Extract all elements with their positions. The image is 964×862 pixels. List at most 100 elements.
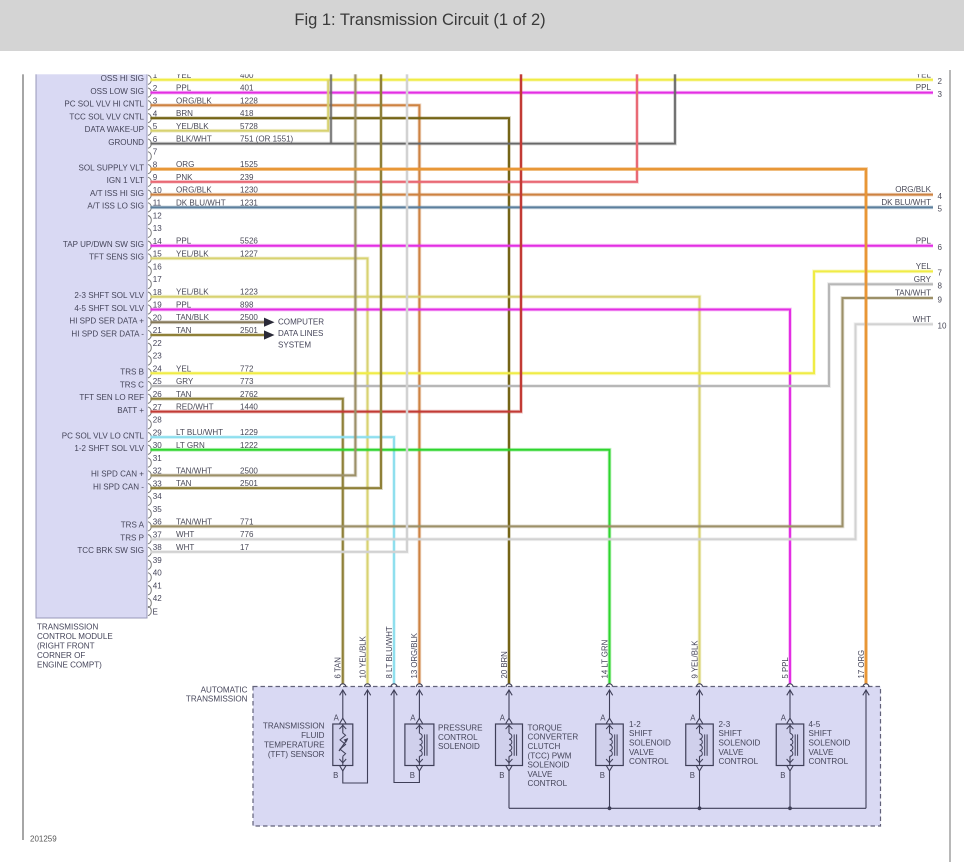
svg-text:B: B [410, 771, 415, 780]
svg-text:TFT SENS SIG: TFT SENS SIG [89, 253, 144, 262]
svg-text:5: 5 [938, 205, 943, 214]
svg-text:CONTROL: CONTROL [719, 757, 759, 766]
svg-text:3: 3 [153, 97, 158, 106]
svg-text:TAN: TAN [176, 326, 192, 335]
svg-text:6: 6 [938, 243, 943, 252]
svg-text:26: 26 [153, 390, 162, 399]
svg-text:2-3: 2-3 [719, 720, 731, 729]
svg-text:8: 8 [938, 282, 943, 291]
svg-text:HI SPD SER DATA -: HI SPD SER DATA - [71, 329, 144, 338]
svg-text:23: 23 [153, 352, 162, 361]
svg-text:CONTROL MODULE: CONTROL MODULE [37, 632, 113, 641]
svg-text:TFT SEN LO REF: TFT SEN LO REF [79, 393, 144, 402]
svg-text:751 (OR 1551): 751 (OR 1551) [240, 135, 294, 144]
svg-text:GRY: GRY [914, 275, 932, 284]
svg-text:17: 17 [240, 543, 249, 552]
svg-text:2501: 2501 [240, 326, 258, 335]
svg-text:PC SOL VLV LO CNTL: PC SOL VLV LO CNTL [62, 431, 145, 440]
svg-text:BRN: BRN [176, 109, 193, 118]
svg-text:A: A [600, 714, 606, 723]
svg-text:9: 9 [938, 295, 943, 304]
svg-text:TAN/WHT: TAN/WHT [176, 517, 212, 526]
svg-text:WHT: WHT [913, 315, 931, 324]
svg-text:ORG: ORG [176, 160, 194, 169]
svg-text:14: 14 [153, 237, 162, 246]
svg-text:9: 9 [153, 173, 158, 182]
svg-text:OSS LOW SIG: OSS LOW SIG [90, 87, 144, 96]
svg-text:DK BLU/WHT: DK BLU/WHT [881, 198, 931, 207]
svg-text:B: B [600, 771, 605, 780]
svg-text:TCC BRK SW SIG: TCC BRK SW SIG [77, 546, 144, 555]
svg-text:RED/WHT: RED/WHT [176, 403, 214, 412]
svg-text:2-3 SHFT SOL VLV: 2-3 SHFT SOL VLV [74, 291, 144, 300]
svg-text:SHIFT: SHIFT [719, 729, 742, 738]
svg-text:36: 36 [153, 518, 162, 527]
svg-text:CLUTCH: CLUTCH [528, 742, 561, 751]
svg-text:TRS P: TRS P [120, 534, 144, 543]
svg-text:771: 771 [240, 517, 254, 526]
svg-text:772: 772 [240, 364, 254, 373]
svg-text:17: 17 [153, 275, 162, 284]
svg-text:E: E [153, 608, 159, 617]
svg-text:1: 1 [153, 71, 158, 80]
svg-text:1228: 1228 [240, 96, 258, 105]
svg-text:PPL: PPL [916, 236, 932, 245]
svg-text:25: 25 [153, 377, 162, 386]
svg-text:773: 773 [240, 377, 254, 386]
svg-text:38: 38 [153, 543, 162, 552]
svg-text:TRS C: TRS C [120, 380, 144, 389]
svg-text:ORG/BLK: ORG/BLK [176, 186, 212, 195]
svg-text:33: 33 [153, 479, 162, 488]
svg-text:LT GRN: LT GRN [176, 441, 205, 450]
svg-text:42: 42 [153, 594, 162, 603]
svg-text:A: A [410, 714, 416, 723]
svg-text:4: 4 [153, 109, 158, 118]
svg-text:BATT +: BATT + [117, 406, 144, 415]
svg-text:40: 40 [153, 569, 162, 578]
svg-text:TRS B: TRS B [120, 368, 144, 377]
svg-text:BLK/WHT: BLK/WHT [176, 135, 212, 144]
svg-text:418: 418 [240, 109, 254, 118]
svg-text:10: 10 [153, 186, 162, 195]
svg-text:1440: 1440 [240, 403, 258, 412]
svg-text:A/T ISS HI SIG: A/T ISS HI SIG [90, 189, 144, 198]
svg-text:PPL: PPL [916, 83, 932, 92]
svg-text:29: 29 [153, 428, 162, 437]
svg-text:SOLENOID: SOLENOID [438, 742, 480, 751]
svg-text:7: 7 [153, 148, 158, 157]
svg-text:13: 13 [153, 224, 162, 233]
svg-text:PC SOL VLV HI CNTL: PC SOL VLV HI CNTL [64, 100, 144, 109]
svg-text:HI SPD SER DATA +: HI SPD SER DATA + [69, 317, 144, 326]
svg-text:TAN/WHT: TAN/WHT [176, 466, 212, 475]
svg-text:776: 776 [240, 530, 254, 539]
svg-text:TAP UP/DWN SW SIG: TAP UP/DWN SW SIG [63, 240, 144, 249]
svg-text:A/T ISS LO SIG: A/T ISS LO SIG [87, 202, 144, 211]
svg-text:WHT: WHT [176, 530, 194, 539]
svg-text:SOLENOID: SOLENOID [629, 739, 671, 748]
svg-text:B: B [780, 771, 785, 780]
svg-text:PPL: PPL [176, 84, 192, 93]
svg-text:1230: 1230 [240, 186, 258, 195]
svg-text:1227: 1227 [240, 249, 258, 258]
svg-text:SOLENOID: SOLENOID [528, 761, 570, 770]
svg-text:1-2: 1-2 [629, 720, 641, 729]
svg-text:8 LT BLU/WHT: 8 LT BLU/WHT [385, 626, 394, 678]
svg-text:22: 22 [153, 339, 162, 348]
svg-text:PPL: PPL [176, 301, 192, 310]
svg-text:HI SPD CAN -: HI SPD CAN - [93, 482, 144, 491]
svg-text:12: 12 [153, 211, 162, 220]
svg-text:YEL: YEL [916, 70, 932, 79]
svg-text:VALVE: VALVE [719, 748, 744, 757]
svg-text:34: 34 [153, 492, 162, 501]
svg-text:VALVE: VALVE [629, 748, 654, 757]
svg-text:A: A [690, 714, 696, 723]
svg-text:15: 15 [153, 250, 162, 259]
svg-text:20 BRN: 20 BRN [500, 651, 509, 678]
svg-text:YEL/BLK: YEL/BLK [176, 249, 209, 258]
svg-text:20: 20 [153, 313, 162, 322]
svg-text:401: 401 [240, 84, 254, 93]
svg-text:TAN: TAN [176, 479, 192, 488]
svg-text:YEL: YEL [916, 262, 932, 271]
svg-text:8: 8 [153, 160, 158, 169]
svg-text:B: B [499, 771, 504, 780]
